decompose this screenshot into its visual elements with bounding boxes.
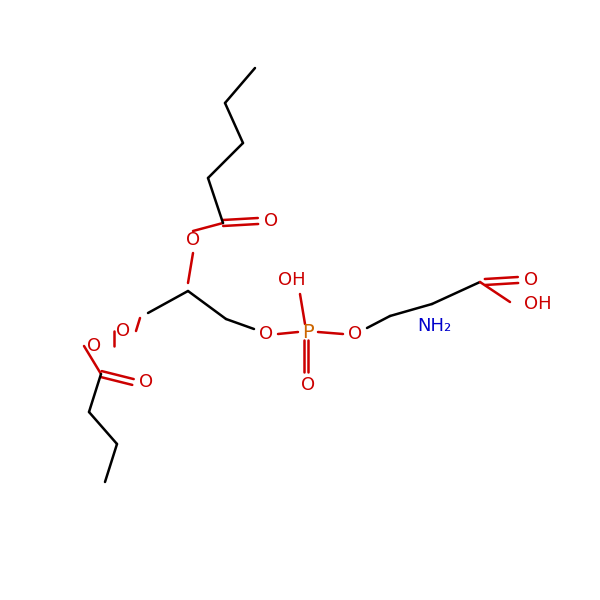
Text: NH₂: NH₂: [417, 317, 451, 335]
Text: O: O: [264, 212, 278, 230]
Text: P: P: [302, 323, 314, 341]
Text: O: O: [259, 325, 273, 343]
Text: O: O: [301, 376, 315, 394]
Text: O: O: [116, 322, 130, 340]
Text: O: O: [524, 271, 538, 289]
Text: OH: OH: [278, 271, 306, 289]
Text: O: O: [87, 337, 101, 355]
Text: O: O: [139, 373, 153, 391]
Text: OH: OH: [524, 295, 551, 313]
Text: O: O: [348, 325, 362, 343]
Text: O: O: [186, 231, 200, 249]
